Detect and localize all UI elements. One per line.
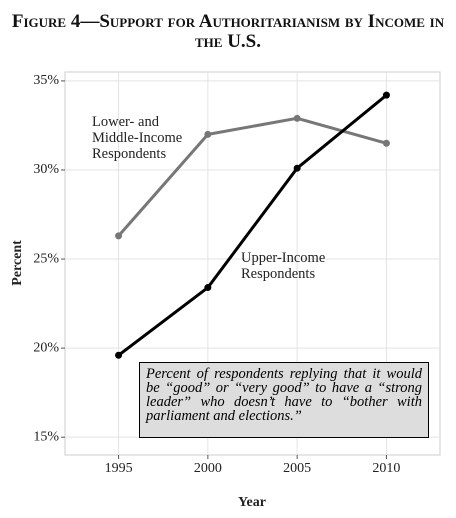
data-point [115, 232, 123, 240]
x-tick-label: 1995 [105, 461, 133, 476]
data-point [115, 351, 123, 359]
data-point [204, 284, 212, 292]
series-label-box: Lower- and Middle-Income Respondents [92, 114, 183, 162]
series-line [117, 93, 388, 357]
annotation: Percent of respondents replying that it … [139, 362, 429, 438]
data-point [382, 139, 390, 147]
plot-frame [64, 71, 441, 456]
chart-title: Figure 4—Support for Authoritarianism by… [11, 12, 445, 52]
x-tick-label: 2000 [194, 461, 222, 476]
x-tick-label: 2005 [283, 461, 311, 476]
data-point [293, 164, 301, 172]
series-label: Lower- and Middle-Income Respondents [92, 114, 183, 162]
y-tick-label: 15% [33, 429, 59, 444]
data-point [204, 130, 212, 138]
y-tick-label: 25% [33, 251, 59, 266]
series-label: Upper-Income Respondents [241, 250, 326, 282]
data-point [382, 91, 390, 99]
y-tick-label: 20% [33, 340, 59, 355]
y-tick-label: 35% [33, 73, 59, 88]
series-label-box: Upper-Income Respondents [241, 250, 326, 282]
title-box: Figure 4—Support for Authoritarianism by… [11, 12, 445, 52]
annotation-box: Percent of respondents replying that it … [139, 362, 429, 438]
x-axis-label: Year [238, 495, 266, 510]
data-point [293, 114, 301, 122]
y-tick-label: 30% [33, 162, 59, 177]
x-tick-label: 2010 [372, 461, 400, 476]
y-axis-label: Percent [10, 240, 25, 286]
